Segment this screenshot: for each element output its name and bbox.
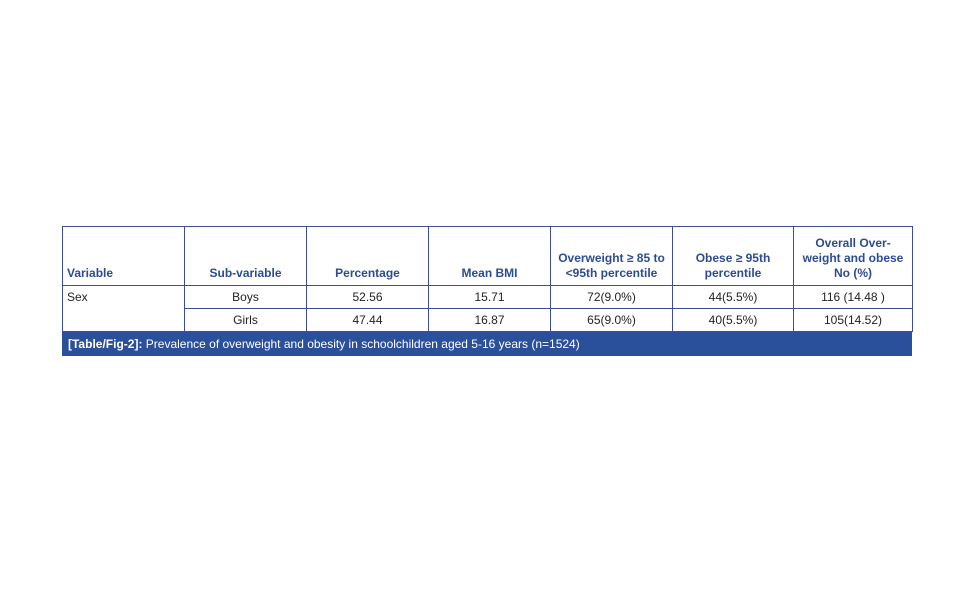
header-sub-variable: Sub-variable — [184, 226, 307, 286]
sub-variable-cell: Boys — [184, 285, 307, 309]
prevalence-table: Variable Sub-variable Percentage Mean BM… — [62, 226, 913, 332]
header-overweight: Overweight ≥ 85 to <95th percentile — [550, 226, 673, 286]
caption-label: [Table/Fig-2]: — [68, 337, 143, 351]
percentage-cell: 52.56 — [306, 285, 429, 309]
table-row: Girls 47.44 16.87 65(9.0%) 40(5.5%) 105(… — [63, 308, 913, 332]
mean-bmi-cell: 16.87 — [428, 308, 551, 332]
mean-bmi-cell: 15.71 — [428, 285, 551, 309]
header-overall: Overall Over-weight and obese No (%) — [793, 226, 913, 286]
variable-cell: Sex — [62, 285, 185, 332]
table-row: Sex Boys 52.56 15.71 72(9.0%) 44(5.5%) 1… — [62, 285, 913, 332]
percentage-cell: 47.44 — [306, 308, 429, 332]
header-mean-bmi: Mean BMI — [428, 226, 551, 286]
overweight-cell: 65(9.0%) — [550, 308, 673, 332]
header-obese: Obese ≥ 95th percentile — [672, 226, 794, 286]
table-figure: Variable Sub-variable Percentage Mean BM… — [62, 226, 913, 356]
header-row: Variable Sub-variable Percentage Mean BM… — [62, 226, 913, 286]
table-caption: [Table/Fig-2]: Prevalence of overweight … — [62, 332, 912, 356]
overweight-cell: 72(9.0%) — [550, 285, 673, 309]
caption-text: Prevalence of overweight and obesity in … — [142, 337, 580, 351]
obese-cell: 40(5.5%) — [672, 308, 794, 332]
header-percentage: Percentage — [306, 226, 429, 286]
overall-cell: 116 (14.48 ) — [793, 285, 913, 309]
overall-cell: 105(14.52) — [793, 308, 913, 332]
obese-cell: 44(5.5%) — [672, 285, 794, 309]
header-variable: Variable — [62, 226, 185, 286]
sub-variable-cell: Girls — [184, 308, 307, 332]
